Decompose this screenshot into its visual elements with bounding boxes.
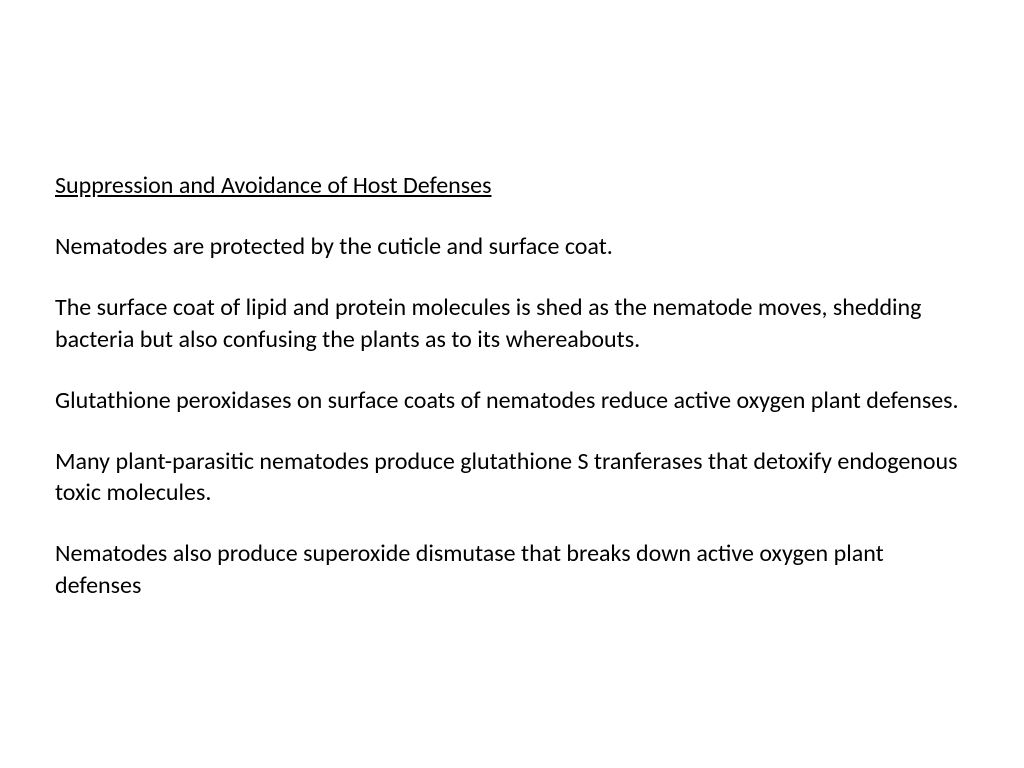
body-paragraph: The surface coat of lipid and protein mo… xyxy=(55,292,969,354)
section-heading: Suppression and Avoidance of Host Defens… xyxy=(55,170,969,201)
body-paragraph: Many plant-parasitic nematodes produce g… xyxy=(55,446,969,508)
body-paragraph: Nematodes also produce superoxide dismut… xyxy=(55,538,969,600)
body-paragraph: Nematodes are protected by the cuticle a… xyxy=(55,231,969,262)
body-paragraph: Glutathione peroxidases on surface coats… xyxy=(55,385,969,416)
